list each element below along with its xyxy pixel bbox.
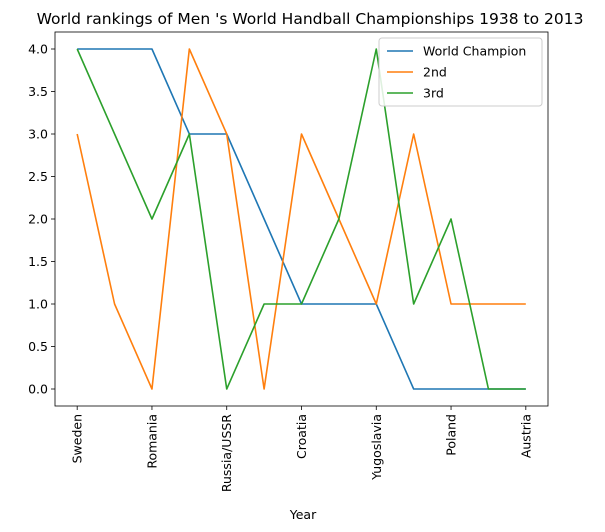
x-tick-label: Poland bbox=[444, 414, 459, 456]
x-axis: Sweden Romania Russia/USSR Croatia Yugoslavi… bbox=[70, 406, 533, 492]
chart-title: World rankings of Men 's World Handball … bbox=[37, 10, 584, 28]
x-tick-label: Russia/USSR bbox=[219, 414, 234, 492]
x-tick-label: Sweden bbox=[70, 414, 85, 463]
x-axis-label: Year bbox=[289, 507, 317, 522]
y-tick-label: 2.0 bbox=[28, 212, 48, 227]
x-tick-label: Austria bbox=[518, 414, 533, 458]
legend: World Champion 2nd 3rd bbox=[378, 37, 543, 107]
legend-label: 3rd bbox=[423, 86, 444, 101]
y-tick-label: 1.0 bbox=[28, 297, 48, 312]
y-tick-label: 3.0 bbox=[28, 127, 48, 142]
y-tick-label: 4.0 bbox=[28, 42, 48, 57]
y-tick-label: 1.5 bbox=[28, 254, 48, 269]
y-tick-label: 3.5 bbox=[28, 84, 48, 99]
x-tick-label: Yugoslavia bbox=[369, 414, 384, 481]
series-line-1 bbox=[76, 48, 526, 390]
legend-label: World Champion bbox=[423, 44, 526, 59]
series-line-2 bbox=[76, 48, 526, 390]
y-axis: 0.0 0.5 1.0 1.5 2.0 2.5 3.0 3.5 4.0 bbox=[28, 42, 55, 397]
y-tick-label: 2.5 bbox=[28, 169, 48, 184]
x-tick-label: Croatia bbox=[294, 414, 309, 459]
y-tick-label: 0.5 bbox=[28, 339, 48, 354]
y-tick-label: 0.0 bbox=[28, 382, 48, 397]
legend-label: 2nd bbox=[423, 65, 447, 80]
x-tick-label: Romania bbox=[144, 414, 159, 469]
legend-box bbox=[378, 37, 543, 107]
